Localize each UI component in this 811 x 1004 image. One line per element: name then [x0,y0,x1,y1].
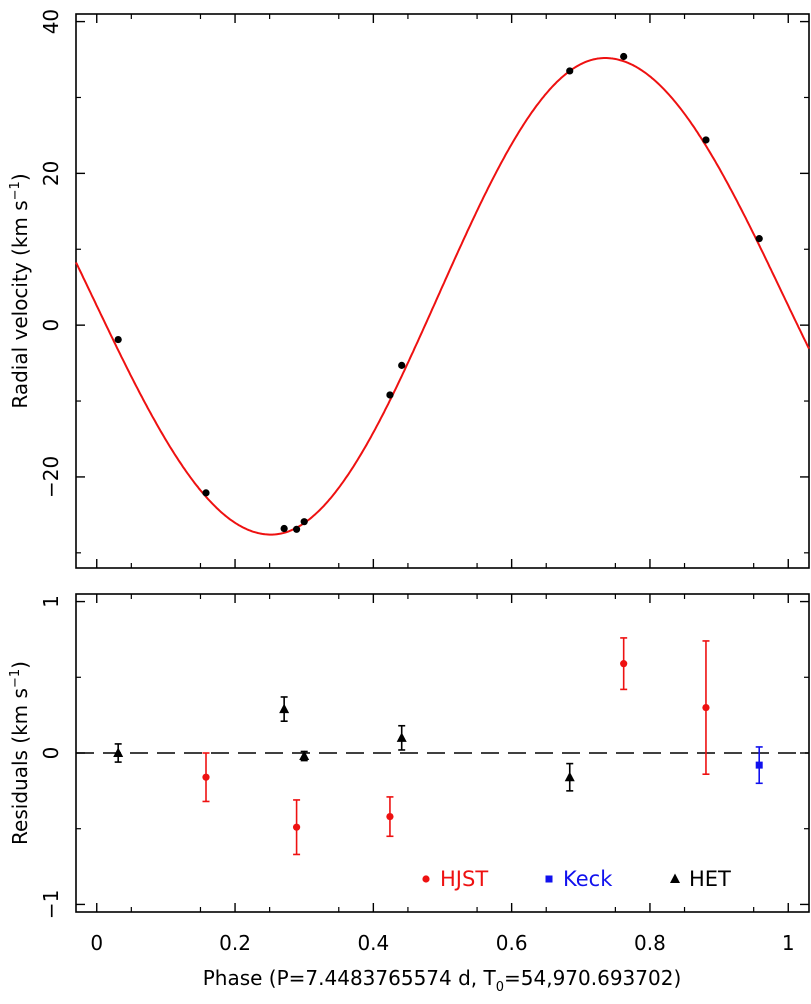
residuals-axis-ticks: 0 0.2 0.4 0.6 0.8 1 −1 0 1 [39,594,809,955]
het-residual-point [299,750,310,761]
residuals-data-points [113,637,763,856]
velocity-point [292,525,301,533]
het-residual-point [279,703,290,714]
residuals-y-axis-label: Residuals (km s−1) [8,661,32,845]
x-tick-label: 0.4 [357,931,389,955]
y-tick-label: 0 [39,747,63,760]
y-tick-label: 20 [39,161,63,186]
legend-label-keck: Keck [563,867,613,891]
het-residual-point [113,747,124,757]
velocity-point [280,524,288,533]
velocity-point [202,489,210,497]
x-tick-label: 0.8 [634,931,666,955]
y-tick-label: −20 [39,456,63,498]
keck-residual-point [755,761,763,769]
velocity-plot-frame [75,13,810,569]
velocity-point [114,335,122,344]
velocity-model-group [75,57,810,536]
velocity-point [386,391,394,399]
y-tick-label: 0 [39,319,63,332]
y-tick-label: 1 [39,595,63,608]
velocity-y-axis-label: Radial velocity (km s−1) [8,173,32,408]
x-tick-label: 0 [90,931,103,955]
legend-label-het: HET [689,867,731,891]
het-legend-marker [670,873,680,883]
velocity-point [566,67,574,75]
velocity-axis-ticks: −20 0 20 40 [39,9,809,568]
phase-x-axis-label: Phase (P=7.4483765574 d, T0=54,970.69370… [203,966,682,995]
velocity-point [702,136,710,144]
hjst-residual-point [620,660,628,668]
x-tick-label: 0.6 [496,931,528,955]
hjst-residual-point [292,823,301,831]
keck-legend-marker [545,875,553,883]
velocity-point [755,235,763,243]
orbit-model-curve [75,57,810,536]
hjst-legend-marker [422,875,430,883]
y-tick-label: −1 [39,890,63,919]
y-tick-label: 40 [39,9,63,34]
velocity-panel: −20 0 20 40 Radial velocity (km s−1) [8,9,810,569]
het-residual-point [396,732,407,742]
velocity-point [398,361,406,369]
het-residual-point [564,771,575,782]
velocity-point [300,518,308,526]
hjst-residual-point [702,703,710,712]
legend-label-hjst: HJST [440,867,488,891]
residuals-panel: 0 0.2 0.4 0.6 0.8 1 −1 0 1 HJST Keck HET Residuals… [8,593,810,995]
velocity-point [620,52,628,61]
hjst-residual-point [386,813,394,821]
x-tick-label: 1 [782,931,795,955]
hjst-residual-point [202,773,210,781]
x-tick-label: 0.2 [219,931,251,955]
velocity-data-points [114,52,763,533]
legend: HJST Keck HET [422,867,731,891]
